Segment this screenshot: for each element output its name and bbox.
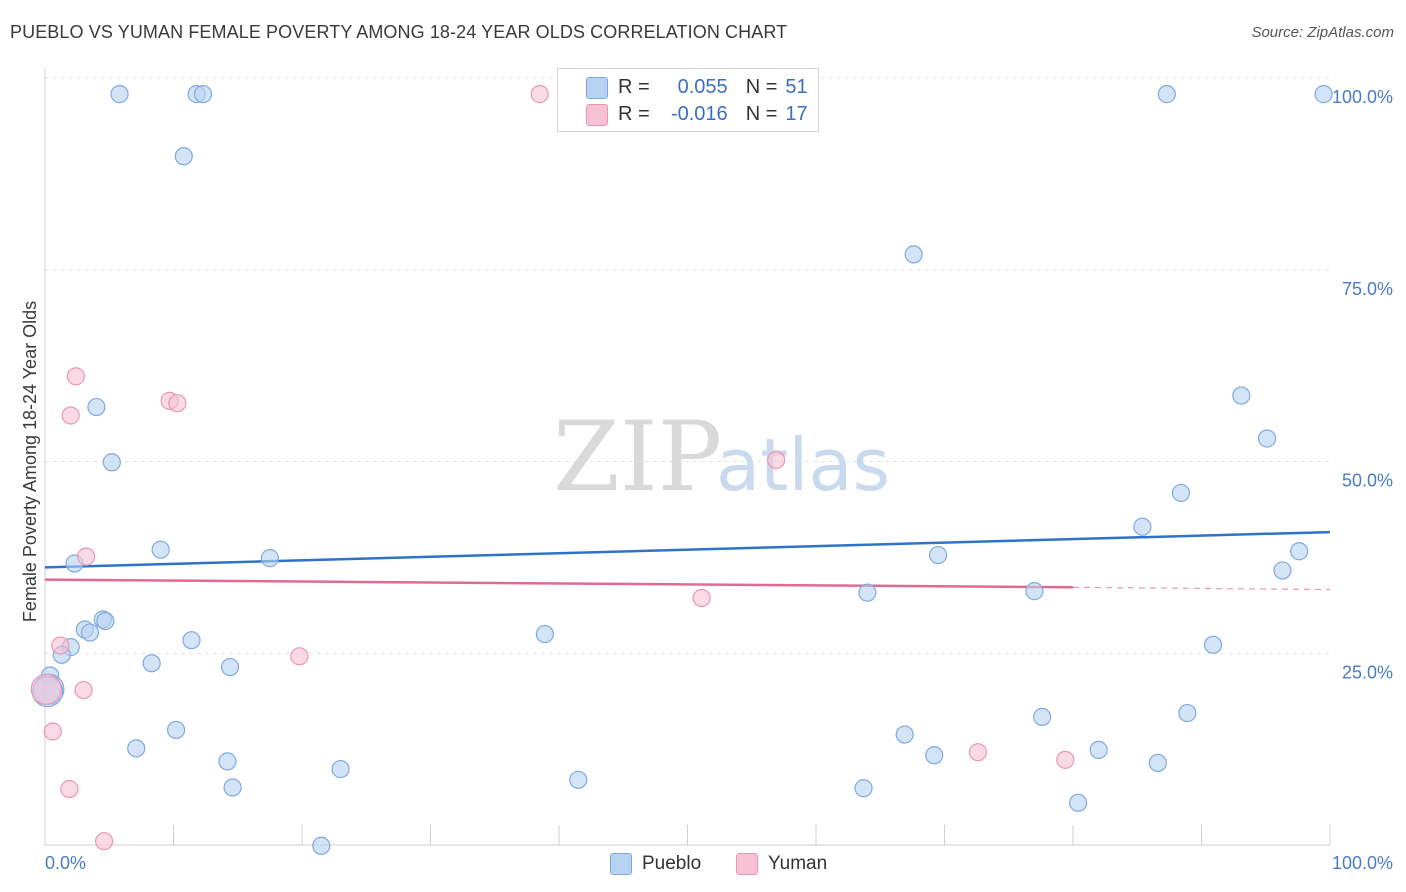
- trendline-yuman: [44, 578, 1074, 589]
- x-tick-label-min: 0.0%: [45, 853, 86, 873]
- pueblo-point: [1290, 542, 1309, 561]
- pueblo-point: [87, 397, 106, 417]
- pueblo-point: [569, 770, 588, 789]
- pueblo-bottom-swatch: [610, 853, 632, 875]
- pueblo-r-value: 0.055: [677, 75, 728, 98]
- pueblo-point: [925, 746, 944, 765]
- bottom-legend-pueblo: Pueblo: [610, 852, 701, 876]
- pueblo-point: [220, 657, 240, 677]
- pueblo-point: [1069, 793, 1088, 812]
- pueblo-point: [1025, 582, 1044, 601]
- correlation-legend: R = 0.055 N = 51 R = -0.016 N = 17: [557, 68, 819, 132]
- pueblo-point: [182, 631, 201, 650]
- watermark: ZIP atlas: [553, 401, 890, 513]
- trendline-yuman-extension: [1072, 586, 1331, 591]
- yuman-point: [968, 743, 988, 762]
- yuman-legend-swatch: [586, 104, 608, 126]
- pueblo-point: [1157, 85, 1176, 104]
- pueblo-point: [904, 245, 923, 264]
- yuman-point: [51, 636, 70, 655]
- watermark-zip: ZIP: [553, 401, 722, 513]
- yuman-legend-row: R = -0.016 N = 17: [618, 101, 808, 127]
- pueblo-point: [80, 623, 100, 642]
- pueblo-point: [127, 739, 146, 758]
- yuman-point: [290, 647, 309, 666]
- yuman-point: [95, 832, 114, 851]
- pueblo-point: [928, 545, 948, 565]
- pueblo-r-label: R =: [618, 75, 650, 98]
- pueblo-n-value: 51: [785, 75, 808, 98]
- yuman-bottom-swatch: [736, 853, 758, 875]
- pueblo-point: [151, 540, 170, 559]
- pueblo-point: [174, 147, 193, 166]
- pueblo-legend-swatch: [586, 77, 608, 99]
- chart-title: PUEBLO VS YUMAN FEMALE POVERTY AMONG 18-…: [10, 22, 788, 42]
- pueblo-legend-row: R = 0.055 N = 51: [618, 74, 808, 100]
- pueblo-point: [96, 611, 115, 631]
- pueblo-bottom-label: Pueblo: [642, 853, 702, 874]
- pueblo-point: [895, 725, 914, 744]
- y-axis-label: Female Poverty Among 18-24 Year Olds: [20, 301, 40, 622]
- yuman-point: [767, 450, 786, 470]
- pueblo-point: [331, 759, 350, 779]
- pueblo-point: [1314, 85, 1333, 104]
- y-tick-label: 75.0%: [1342, 279, 1393, 299]
- pueblo-point: [110, 85, 129, 104]
- pueblo-point: [1033, 707, 1052, 727]
- yuman-r-value: -0.016: [670, 102, 728, 125]
- yuman-point: [74, 680, 93, 700]
- pueblo-point: [1133, 517, 1152, 536]
- yuman-point: [77, 547, 96, 566]
- axes: [44, 68, 1331, 846]
- pueblo-point: [854, 779, 873, 798]
- pueblo-point: [535, 624, 554, 644]
- yuman-n-value: 17: [785, 102, 808, 125]
- pueblo-point: [223, 778, 242, 797]
- source-label: Source: ZipAtlas.com: [1251, 24, 1394, 41]
- pueblo-point: [1203, 635, 1223, 654]
- yuman-point: [692, 588, 711, 608]
- y-tick-label: 100.0%: [1332, 87, 1393, 107]
- pueblo-point: [166, 720, 186, 740]
- yuman-n-label: N =: [745, 102, 778, 125]
- yuman-point: [43, 722, 62, 741]
- yuman-point: [60, 779, 79, 799]
- pueblo-point: [102, 453, 121, 472]
- pueblo-point: [1171, 483, 1191, 503]
- pueblo-point: [142, 654, 161, 673]
- yuman-bottom-label: Yuman: [768, 853, 828, 874]
- yuman-point: [61, 406, 80, 425]
- pueblo-point: [1178, 703, 1197, 723]
- yuman-point: [66, 367, 85, 386]
- x-tick-label-max: 100.0%: [1332, 853, 1393, 873]
- pueblo-point: [1257, 429, 1277, 448]
- grid-lines: [45, 77, 1330, 654]
- yuman-point: [1056, 750, 1075, 769]
- yuman-point: [168, 394, 187, 413]
- trendline-pueblo: [44, 530, 1331, 569]
- pueblo-point: [1148, 753, 1167, 773]
- yuman-point: [530, 85, 549, 104]
- pueblo-point: [218, 752, 237, 771]
- pueblo-point: [193, 85, 213, 104]
- trendlines: [44, 530, 1331, 591]
- watermark-atlas: atlas: [716, 423, 890, 507]
- pueblo-point: [260, 549, 279, 568]
- pueblo-point: [858, 583, 877, 602]
- pueblo-point: [312, 836, 331, 855]
- pueblo-point: [1232, 386, 1251, 405]
- y-tick-label: 25.0%: [1342, 662, 1393, 682]
- pueblo-n-label: N =: [745, 75, 778, 98]
- pueblo-point: [1273, 561, 1292, 580]
- bottom-legend-yuman: Yuman: [736, 852, 827, 876]
- y-tick-label: 50.0%: [1342, 471, 1393, 491]
- yuman-point: [30, 673, 62, 705]
- x-tick-labels: 0.0% 100.0%: [45, 853, 1393, 873]
- pueblo-point: [1089, 740, 1108, 759]
- y-tick-labels: 25.0% 50.0% 75.0% 100.0%: [1332, 87, 1393, 682]
- data-points: [30, 85, 1333, 855]
- yuman-r-label: R =: [618, 102, 650, 125]
